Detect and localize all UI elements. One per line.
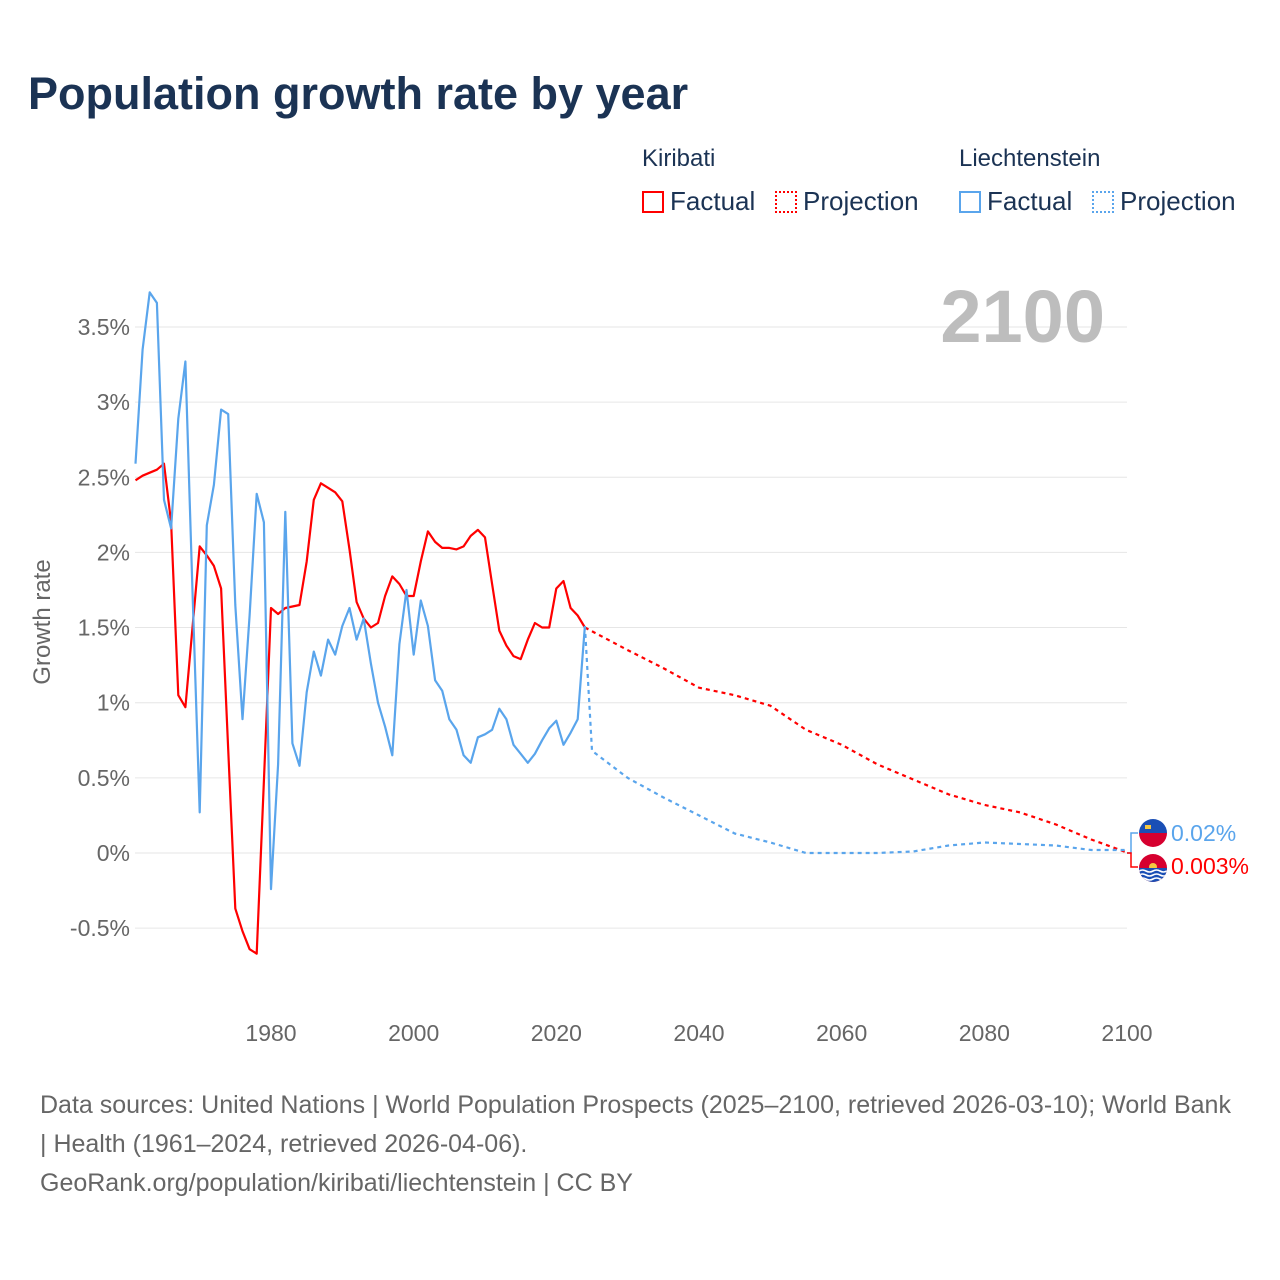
legend-label: Factual — [987, 186, 1073, 216]
legend-liechtenstein-projection[interactable]: Projection — [1092, 186, 1236, 217]
legend-swatch-dotted — [1092, 190, 1114, 213]
y-tick-label: 3% — [97, 389, 130, 415]
y-tick-label: 3.5% — [78, 314, 130, 340]
legend-group-liechtenstein: Liechtenstein — [959, 145, 1101, 172]
end-label-liechtenstein: 0.02% — [1171, 820, 1236, 846]
series-line-liechtenstein-factual — [134, 291, 586, 891]
x-tick-label: 2040 — [673, 1020, 724, 1046]
y-tick-label: 0% — [97, 840, 130, 866]
legend-liechtenstein-factual[interactable]: Factual — [959, 186, 1072, 217]
flag-kiribati-icon — [1139, 854, 1167, 882]
chart-title: Population growth rate by year — [28, 68, 689, 119]
y-axis-label: Growth rate — [29, 559, 56, 684]
legend-swatch-solid — [959, 190, 981, 213]
x-tick-label: 2100 — [1101, 1020, 1152, 1046]
legend-swatch-solid — [642, 190, 664, 213]
x-tick-label: 2020 — [531, 1020, 582, 1046]
legend-label: Factual — [670, 186, 756, 216]
year-watermark: 2100 — [940, 275, 1105, 358]
y-tick-label: 1% — [97, 690, 130, 716]
flag-liechtenstein-icon — [1139, 819, 1167, 847]
legend-label: Projection — [1120, 186, 1236, 216]
legend-swatch-dotted — [775, 190, 797, 213]
end-connector-kiribati — [1127, 852, 1138, 868]
legend-group-kiribati: Kiribati — [642, 145, 716, 172]
series-line-kiribati-factual — [134, 462, 586, 955]
data-sources: Data sources: United Nations | World Pop… — [40, 1091, 1231, 1158]
y-tick-label: -0.5% — [70, 915, 130, 941]
x-tick-label: 2080 — [959, 1020, 1010, 1046]
y-tick-label: 2% — [97, 539, 130, 565]
credit-link[interactable]: GeoRank.org/population/kiribati/liechten… — [40, 1169, 633, 1197]
legend-label: Projection — [803, 186, 919, 216]
y-tick-label: 2.5% — [78, 464, 130, 490]
y-tick-label: 0.5% — [78, 765, 130, 791]
x-tick-label: 1980 — [245, 1020, 296, 1046]
series-line-liechtenstein-projection — [583, 625, 1127, 855]
series-line-kiribati-projection — [584, 626, 1128, 854]
footer: Data sources: United Nations | World Pop… — [40, 1086, 1240, 1203]
legend-kiribati-projection[interactable]: Projection — [775, 186, 919, 217]
end-connector-liechtenstein — [1127, 832, 1138, 854]
x-tick-label: 2000 — [388, 1020, 439, 1046]
y-tick-label: 1.5% — [78, 615, 130, 641]
end-label-kiribati: 0.003% — [1171, 853, 1249, 879]
legend-kiribati-factual[interactable]: Factual — [642, 186, 755, 217]
x-tick-label: 2060 — [816, 1020, 867, 1046]
